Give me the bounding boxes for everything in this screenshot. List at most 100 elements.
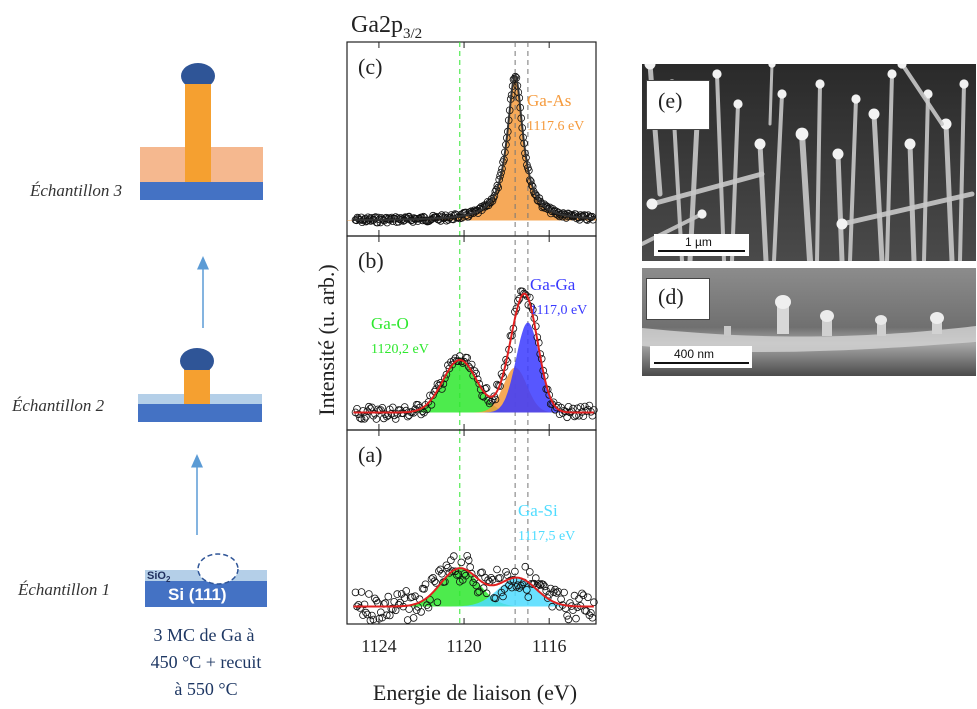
data-point	[430, 577, 439, 585]
sem-bottom-scalebar	[654, 362, 749, 364]
data-point	[572, 614, 580, 623]
component-peak	[347, 568, 596, 607]
data-point	[524, 593, 533, 601]
data-point	[478, 392, 486, 400]
nanowire	[799, 131, 813, 261]
data-point	[560, 588, 568, 597]
sample-1-schematic: Si (111) SiO2	[145, 553, 267, 607]
sample-2-droplet	[180, 348, 214, 374]
data-point	[588, 613, 597, 622]
data-point	[487, 573, 495, 582]
component-peak	[347, 322, 596, 413]
panel-frame	[346, 429, 597, 625]
nanowire-tip	[768, 64, 776, 68]
sio2-label: SiO2	[147, 570, 171, 584]
nanowire	[772, 92, 784, 261]
data-point	[435, 213, 444, 221]
sample-2-label: Échantillon 2	[11, 396, 105, 415]
data-point	[438, 569, 446, 578]
data-point	[499, 592, 507, 601]
data-point	[424, 603, 433, 612]
data-point	[493, 565, 501, 574]
sem-image-top: (e) 1 µm	[642, 64, 976, 261]
data-point	[522, 586, 531, 594]
data-point	[463, 551, 472, 560]
data-point	[543, 594, 552, 602]
nanowire-tip	[897, 64, 907, 69]
data-point	[502, 567, 510, 576]
nanowire-tip	[940, 118, 952, 130]
component-label: Ga-O	[371, 314, 409, 333]
data-point	[427, 400, 436, 409]
data-point	[400, 594, 409, 602]
data-point	[357, 588, 366, 596]
data-point	[442, 561, 451, 570]
data-point	[442, 370, 451, 379]
x-tick-label: 1120	[446, 636, 481, 656]
data-point	[360, 600, 369, 609]
nanowire-tip	[795, 127, 809, 141]
data-point	[369, 615, 378, 624]
data-point	[570, 591, 579, 600]
nanowire	[815, 82, 822, 261]
data-point	[433, 598, 442, 607]
nanowire-tip	[832, 148, 844, 160]
data-point	[475, 379, 484, 388]
nanowire	[768, 64, 774, 126]
procedure-line-2: 450 °C + recuit	[151, 652, 262, 672]
data-point	[432, 579, 440, 587]
data-point	[460, 570, 469, 578]
sem-top-scalebar	[658, 250, 745, 252]
data-point	[436, 565, 445, 574]
procedure-line-3: à 550 °C	[174, 679, 237, 699]
component-energy-label: 1117,5 eV	[518, 529, 575, 544]
nanowire	[715, 72, 726, 261]
component-energy-label: 1120,2 eV	[371, 342, 429, 357]
data-point	[372, 596, 381, 605]
nanowire	[649, 171, 765, 207]
data-point	[448, 567, 457, 575]
nanowire	[835, 151, 845, 261]
data-point	[408, 593, 416, 601]
data-point	[554, 587, 562, 596]
sem-bottom-letter-box	[646, 278, 710, 320]
sample-3-substrate	[140, 182, 263, 200]
x-tick-label: 1116	[532, 636, 567, 656]
data-point	[400, 403, 409, 411]
data-point	[579, 591, 588, 599]
x-axis-label: Energie de liaison (eV)	[373, 680, 577, 705]
data-point	[511, 72, 520, 81]
data-point	[491, 594, 500, 603]
data-point	[496, 573, 504, 582]
sample-1-substrate	[145, 581, 267, 607]
component-energy-label: 1117,0 eV	[530, 303, 587, 318]
fit-envelope	[353, 73, 594, 221]
data-point	[391, 415, 400, 423]
nanowire-tip	[836, 218, 848, 230]
data-point	[587, 609, 595, 617]
data-point	[484, 201, 493, 210]
data-point	[419, 212, 428, 221]
data-point	[454, 570, 463, 578]
nanowire	[900, 64, 944, 126]
data-point	[585, 401, 594, 410]
nanowire-tip	[733, 99, 743, 109]
data-point	[357, 414, 366, 423]
data-point	[564, 615, 573, 624]
data-point	[536, 581, 544, 589]
data-point	[548, 602, 556, 611]
data-point	[584, 593, 592, 602]
data-point	[423, 405, 431, 414]
nanowire-tip	[904, 138, 916, 150]
sample-3-label: Échantillon 3	[29, 181, 122, 200]
data-point	[382, 213, 391, 222]
nanowire-tip	[697, 209, 707, 219]
data-point	[449, 552, 458, 560]
y-axis-label: Intensité (u. arb.)	[314, 264, 339, 416]
nanowire	[757, 141, 769, 261]
data-point	[545, 391, 553, 399]
sem-top-letter-box	[646, 80, 710, 130]
nanowire-tip	[777, 89, 787, 99]
spectrum-panel-2: (b) Ga-O 1120,2 eV Ga-Ga 1117,0 eV	[346, 235, 598, 431]
